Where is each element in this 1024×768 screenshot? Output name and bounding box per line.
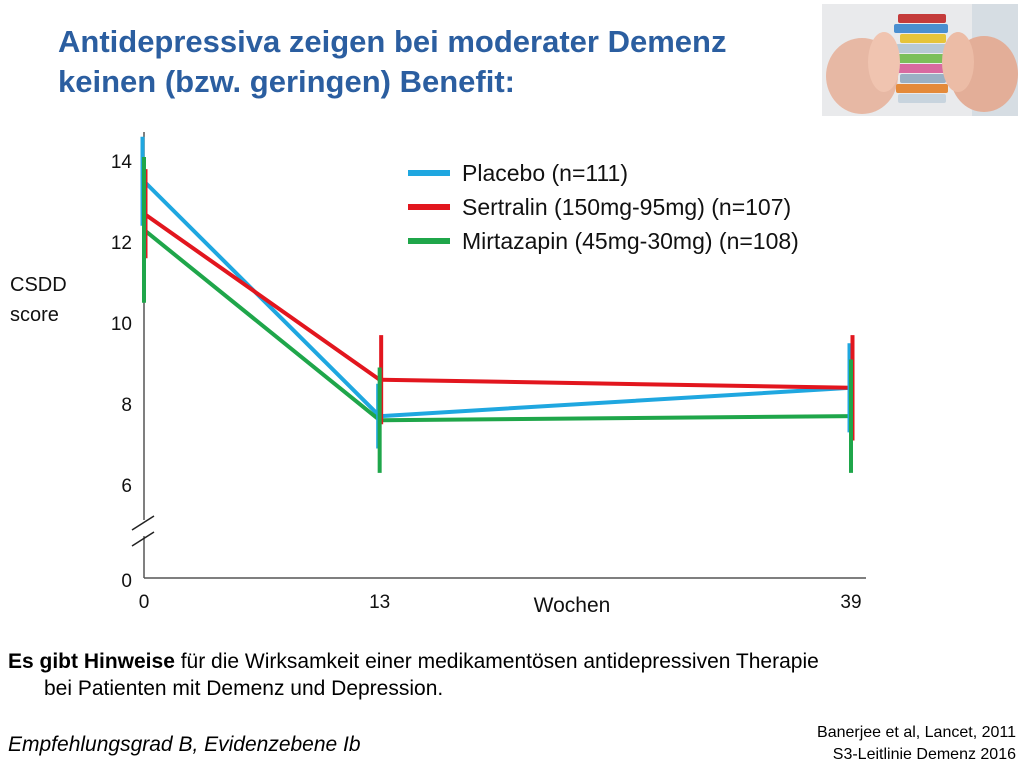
y-axis-label: CSDD (10, 274, 67, 296)
y-tick-label: 8 (121, 395, 132, 416)
chart-ticks: 14 12 10 8 6 00 13 39 (111, 152, 862, 613)
legend-label: Sertralin (150mg-95mg) (n=107) (462, 194, 791, 220)
y-tick-label: 0 (121, 571, 132, 592)
pills-in-hands-photo (822, 4, 1018, 116)
y-tick-label: 12 (111, 233, 132, 254)
finding-rest: für die Wirksamkeit einer medikamentösen… (174, 650, 819, 673)
y-tick-label: 14 (111, 152, 133, 173)
x-tick-label: 13 (369, 592, 390, 613)
recommendation-grade: Empfehlungsgrad B, Evidenzebene Ib (8, 733, 361, 756)
chart-legend: Placebo (n=111) Sertralin (150mg-95mg) (n… (408, 160, 799, 254)
y-axis-label: score (10, 304, 59, 326)
finding-bold: Es gibt Hinweise (8, 650, 175, 673)
chart-series (140, 136, 855, 473)
reference-2: S3-Leitlinie Demenz 2016 (832, 746, 1016, 763)
y-tick-label: 10 (111, 314, 132, 335)
title-line-1: Antidepressiva zeigen bei moderater Deme… (58, 24, 727, 59)
reference-1: Banerjee et al, Lancet, 2011 (817, 724, 1016, 741)
finding-text: Es gibt Hinweise für die Wirksamkeit ein… (8, 648, 1008, 702)
references: Banerjee et al, Lancet, 2011 S3-Leitlini… (817, 722, 1016, 766)
slide-title: Antidepressiva zeigen bei moderater Deme… (58, 22, 818, 102)
legend-label: Placebo (n=111) (462, 160, 628, 186)
series-line (142, 228, 852, 423)
csdd-line-chart: 14 12 10 8 6 00 13 39 Placebo (n=111) Sertralin … (10, 132, 866, 617)
x-tick-label: 39 (840, 592, 861, 613)
legend-label: Mirtazapin (45mg-30mg) (n=108) (462, 228, 799, 254)
chart-axes (131, 132, 866, 579)
finding-line-2: bei Patienten mit Demenz und Depression. (44, 677, 444, 700)
y-tick-label: 6 (121, 476, 132, 497)
axis-break-mark-1 (131, 515, 155, 531)
title-line-2: keinen (bzw. geringen) Benefit: (58, 64, 515, 99)
chart-labels: CSDD score Wochen (10, 274, 610, 617)
axis-break-mark-2 (131, 531, 155, 547)
x-tick-label: 0 (139, 592, 150, 613)
x-axis-label: Wochen (534, 594, 611, 617)
